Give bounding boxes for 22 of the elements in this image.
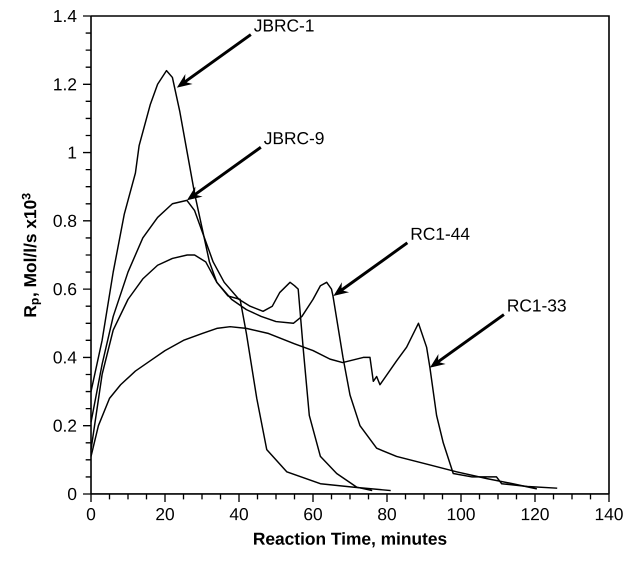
x-tick-label: 60	[304, 508, 322, 520]
x-tick-label: 40	[230, 508, 248, 520]
y-tick-label: 1.4	[54, 10, 76, 22]
annotation: RC1-44	[412, 228, 470, 240]
x-tick-label: 0	[86, 508, 96, 520]
y-tick-label: 0	[68, 488, 76, 500]
y-tick-label: 0.8	[54, 214, 76, 227]
x-tick-label: 100	[448, 508, 475, 520]
x-tick-label: 80	[378, 508, 396, 520]
y-tick-label: 1.2	[54, 78, 76, 90]
y-tick-label: 1	[68, 146, 76, 159]
annotation: JBRC-1	[254, 19, 314, 32]
x-tick-label: 20	[156, 508, 174, 520]
y-tick-label: 0.4	[54, 351, 76, 364]
y-tick-label: 0.2	[54, 420, 76, 432]
y-axis-title: R$_{p}$, Mol/l/s x10$^{3}$	[22, 193, 42, 316]
annotation: RC1-33	[508, 299, 566, 312]
x-tick-label: 140	[596, 508, 623, 520]
x-tick-label: 120	[522, 508, 549, 520]
annotation: JBRC-9	[264, 132, 324, 144]
y-tick-label: 0.6	[54, 282, 76, 296]
x-axis-title: Reaction Time, minutes	[254, 532, 446, 548]
